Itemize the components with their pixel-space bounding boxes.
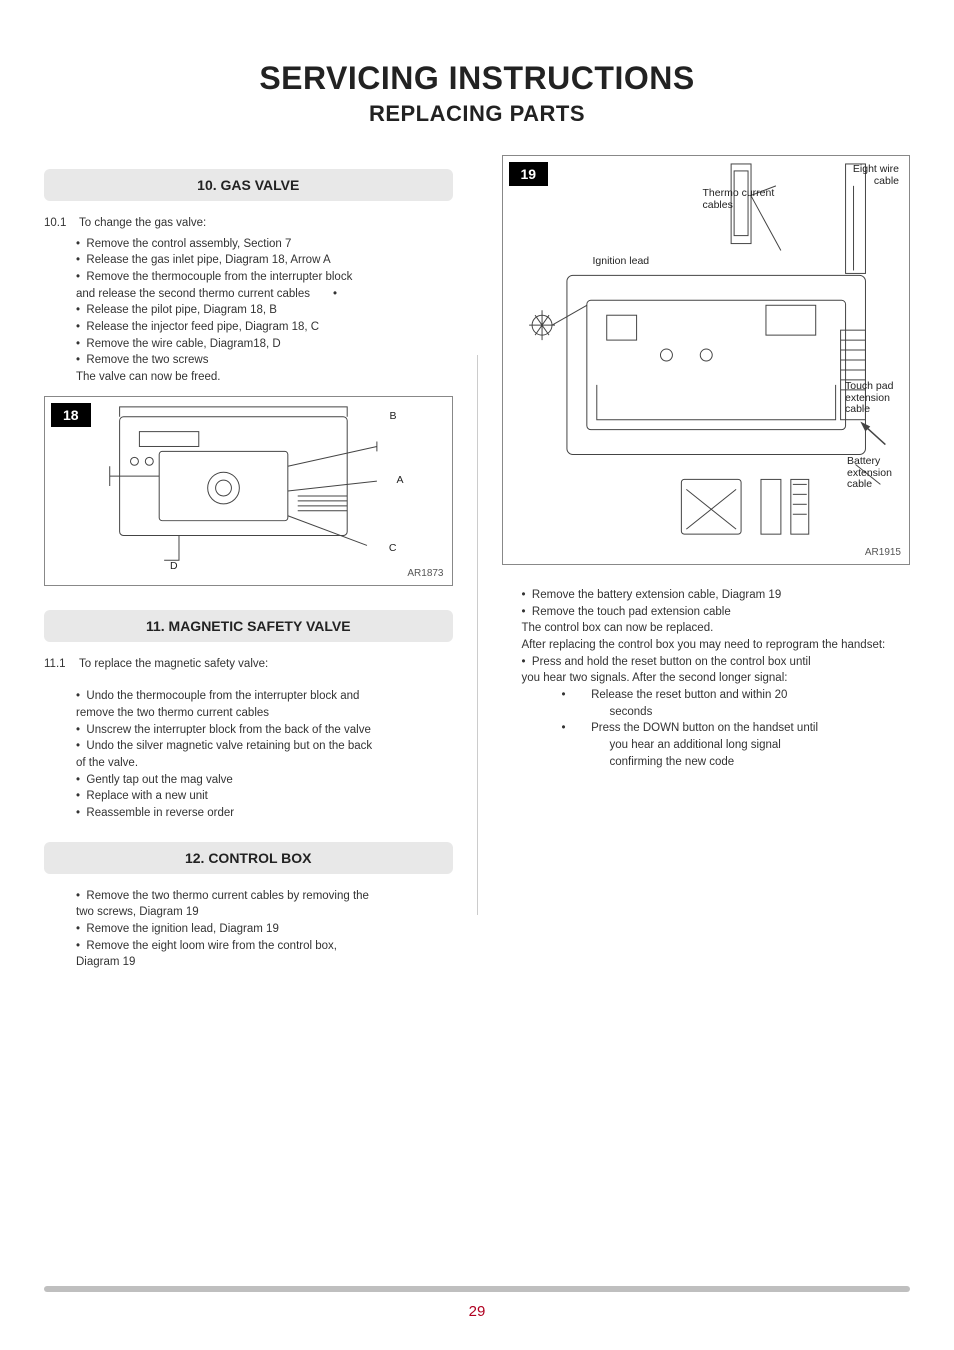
footer-rule [44,1286,910,1292]
bullet: • Press and hold the reset button on the… [502,654,911,671]
text-line: After replacing the control box you may … [502,637,911,654]
column-divider [477,355,478,915]
bullet: • Release the injector feed pipe, Diagra… [44,319,453,336]
bullet: • Remove the two thermo current cables b… [44,888,453,905]
label-thermo: Thermo current cables [703,188,793,211]
bullet: • Remove the eight loom wire from the co… [44,938,453,955]
continuation: of the valve. [44,755,453,772]
diagram-number: 19 [509,162,549,186]
right-column: 19 [502,155,911,971]
tail-line: The valve can now be freed. [44,369,453,386]
bullet: • Replace with a new unit [44,788,453,805]
bullet: • Undo the silver magnetic valve retaini… [44,738,453,755]
clause-lead: To change the gas valve: [79,217,206,229]
clause-number: 11.1 [44,656,76,673]
bullet: • Undo the thermocouple from the interru… [44,688,453,705]
bullet: • Remove the ignition lead, Diagram 19 [44,921,453,938]
clause-lead: To replace the magnetic safety valve: [79,658,268,670]
continuation: remove the two thermo current cables [44,705,453,722]
label-ignition: Ignition lead [593,256,650,268]
main-title: SERVICING INSTRUCTIONS [44,60,910,97]
bullet: • Release the gas inlet pipe, Diagram 18… [44,252,453,269]
continuation: confirming the new code [502,754,911,771]
continuation: you hear two signals. After the second l… [502,670,911,687]
diagram-ref: AR1873 [407,568,443,579]
section-header-12: 12. CONTROL BOX [44,842,453,874]
bullet: • Unscrew the interrupter block from the… [44,722,453,739]
diagram-19: 19 [502,155,911,565]
text-line: The control box can now be replaced. [502,620,911,637]
bullet: • Remove the two screws [44,352,453,369]
diagram-ref: AR1915 [865,547,901,558]
bullet: • Remove the wire cable, Diagram18, D [44,336,453,353]
diagram-number: 18 [51,403,91,427]
label-d: D [170,561,178,573]
label-c: C [389,543,397,555]
sub-bullet: • Press the DOWN button on the handset u… [502,720,911,737]
left-column: 10. GAS VALVE 10.1 To change the gas val… [44,155,453,971]
bullet: • Remove the control assembly, Section 7 [44,236,453,253]
diagram-19-svg [503,156,910,564]
section-header-11: 11. MAGNETIC SAFETY VALVE [44,610,453,642]
clause-number: 10.1 [44,215,76,232]
continuation: Diagram 19 [44,954,453,971]
bullet: • Reassemble in reverse order [44,805,453,822]
continuation: two screws, Diagram 19 [44,904,453,921]
continuation: and release the second thermo current ca… [44,286,453,303]
label-b: B [389,411,396,423]
bullet: • Release the pilot pipe, Diagram 18, B [44,302,453,319]
continuation: you hear an additional long signal [502,737,911,754]
bullet: • Remove the touch pad extension cable [502,604,911,621]
bullet: • Gently tap out the mag valve [44,772,453,789]
sub-title: REPLACING PARTS [44,101,910,127]
continuation: seconds [502,704,911,721]
title-block: SERVICING INSTRUCTIONS REPLACING PARTS [44,60,910,127]
diagram-18: 18 [44,396,453,586]
label-eight-wire: Eight wire cable [829,164,899,187]
bullet: • Remove the thermocouple from the inter… [44,269,453,286]
label-a: A [396,475,403,487]
section-header-10: 10. GAS VALVE [44,169,453,201]
diagram-18-svg [45,397,452,585]
sub-bullet: • Release the reset button and within 20 [502,687,911,704]
label-battery: Battery extension cable [847,456,905,491]
page-number: 29 [0,1303,954,1320]
label-touchpad: Touch pad extension cable [845,381,905,416]
bullet: • Remove the battery extension cable, Di… [502,587,911,604]
